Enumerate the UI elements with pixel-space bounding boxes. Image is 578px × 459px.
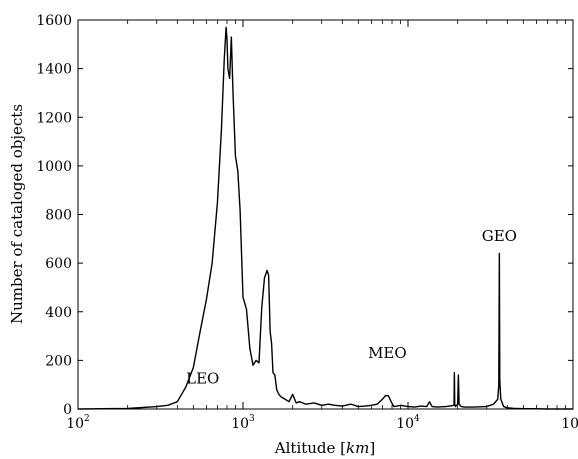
y-tick-label: 800: [45, 208, 72, 224]
x-tick-label: 102: [66, 414, 90, 432]
x-axis-label: Altitude [km]: [274, 439, 375, 457]
x-tick-base: 10: [561, 416, 578, 432]
y-axis: 0 200 400 600 800 1000 1200 1400 1600: [36, 13, 573, 418]
x-tick-base: 10: [231, 416, 249, 432]
y-tick-label: 1400: [36, 62, 72, 78]
annotation-meo: MEO: [368, 344, 407, 362]
x-axis-label-unit: km: [346, 439, 369, 457]
x-tick-exponent: 3: [249, 414, 255, 424]
series-line: [77, 26, 573, 410]
y-tick-label: 200: [45, 353, 72, 369]
annotation-geo: GEO: [482, 227, 517, 245]
x-axis-label-main: Altitude: [274, 439, 336, 457]
y-tick-label: 1000: [36, 159, 72, 175]
x-tick-base: 10: [66, 416, 84, 432]
region-annotations: LEO MEO GEO: [186, 227, 517, 387]
x-tick-exponent: 4: [414, 414, 420, 424]
x-tick-exponent: 2: [84, 414, 90, 424]
x-tick-label: 103: [231, 414, 255, 432]
y-tick-label: 0: [63, 402, 72, 418]
y-tick-label: 1600: [36, 13, 72, 29]
x-tick-label: 104: [396, 414, 420, 432]
annotation-leo: LEO: [186, 369, 219, 387]
y-axis-label: Number of cataloged objects: [8, 104, 26, 324]
y-tick-label: 400: [45, 305, 72, 321]
y-tick-label: 1200: [36, 110, 72, 126]
y-tick-label: 600: [45, 256, 72, 272]
x-axis: 102103104105: [66, 20, 578, 432]
x-tick-base: 10: [396, 416, 414, 432]
x-tick-label: 105: [561, 414, 578, 432]
